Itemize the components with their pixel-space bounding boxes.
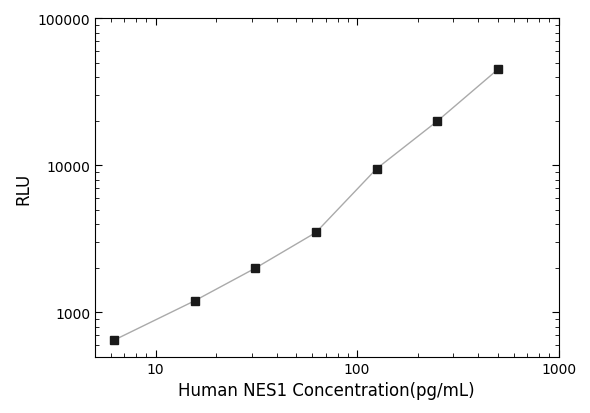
Y-axis label: RLU: RLU <box>14 172 32 204</box>
X-axis label: Human NES1 Concentration(pg/mL): Human NES1 Concentration(pg/mL) <box>178 381 475 399</box>
